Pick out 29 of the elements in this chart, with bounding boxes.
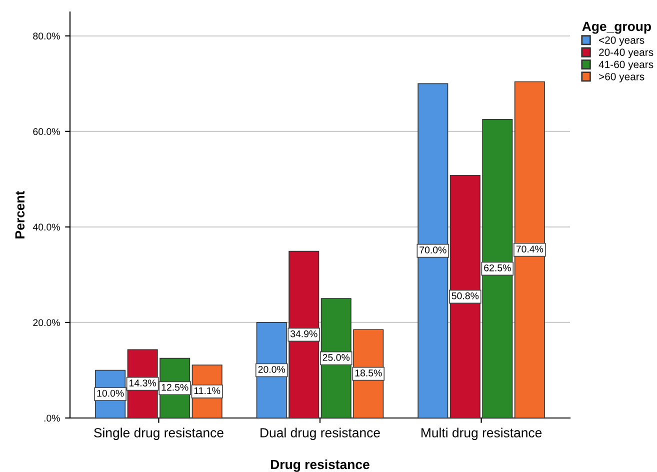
data-label: 70.0% [420,246,446,254]
data-label: 25.0% [322,354,350,361]
data-label: 14.3% [130,380,156,386]
bar [514,81,545,418]
bar [418,83,448,418]
x-tick-label: Dual drug resistance [260,428,380,440]
y-axis-title: Percent [15,190,25,238]
data-label: 50.8% [452,292,479,300]
legend-label: >60 years [599,72,644,82]
legend-label: <20 years [599,36,644,46]
x-tick-label: Single drug resistance [94,428,224,440]
data-label: 12.5% [162,384,188,391]
y-tick-label: 60.0% [33,128,60,136]
legend-title: Age_group [582,22,651,34]
data-label: 18.5% [355,370,382,376]
legend-label: 20-40 years [599,48,654,58]
legend-label: 41-60 years [598,60,654,70]
data-label: 70.4% [516,246,544,252]
data-label: 62.5% [484,264,511,272]
data-label: 10.0% [97,390,124,397]
data-label: 34.9% [290,330,318,338]
y-tick-label: 40.0% [32,224,60,231]
x-tick-label: Multi drug resistance [422,428,542,440]
y-tick-label: .0% [44,414,60,422]
y-tick-label: 20.0% [33,319,60,326]
x-axis-title: Drug resistance [271,459,370,472]
data-label: 20.0% [258,366,286,373]
y-tick-label: 80.0% [33,32,60,40]
data-label: 11.1% [194,387,220,394]
